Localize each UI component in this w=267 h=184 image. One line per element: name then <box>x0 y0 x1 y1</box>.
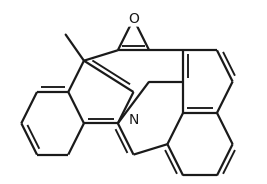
Text: O: O <box>128 12 139 26</box>
Text: N: N <box>128 113 139 127</box>
